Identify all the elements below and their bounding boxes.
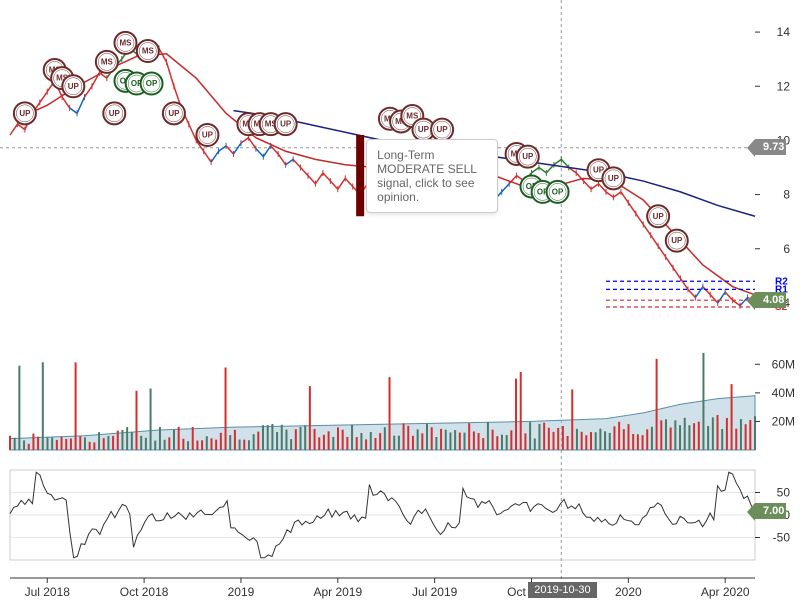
svg-text:Oct 2018: Oct 2018 xyxy=(120,585,169,599)
crosshair-date-badge: 2019-10-30 xyxy=(528,582,596,598)
svg-text:20M: 20M xyxy=(772,414,795,428)
svg-text:MS: MS xyxy=(101,57,114,66)
svg-text:60M: 60M xyxy=(772,357,795,371)
svg-text:6: 6 xyxy=(783,242,790,256)
svg-text:OP: OP xyxy=(552,187,564,196)
svg-text:UP: UP xyxy=(68,82,80,91)
svg-text:2019: 2019 xyxy=(228,585,255,599)
svg-text:8: 8 xyxy=(783,188,790,202)
svg-text:UP: UP xyxy=(653,212,665,221)
svg-text:UP: UP xyxy=(202,131,214,140)
svg-text:OP: OP xyxy=(146,79,158,88)
stock-chart[interactable]: 468101214R2R1S1S2UPMSMSUPMSUPMSOPOPOPMSU… xyxy=(0,0,800,600)
last-price-badge: 4.08 xyxy=(755,292,786,308)
crosshair-price-badge: 9.73 xyxy=(755,139,786,155)
svg-text:MS: MS xyxy=(119,38,132,47)
svg-text:UP: UP xyxy=(280,120,292,129)
svg-text:UP: UP xyxy=(671,236,683,245)
svg-text:Apr 2020: Apr 2020 xyxy=(701,585,750,599)
svg-text:Jul 2019: Jul 2019 xyxy=(412,585,458,599)
svg-text:50: 50 xyxy=(777,486,791,500)
svg-text:UP: UP xyxy=(109,109,121,118)
svg-text:MS: MS xyxy=(406,112,419,121)
svg-text:UP: UP xyxy=(19,109,31,118)
svg-text:2020: 2020 xyxy=(615,585,642,599)
svg-text:14: 14 xyxy=(777,25,791,39)
svg-text:UP: UP xyxy=(418,125,430,134)
svg-text:MS: MS xyxy=(142,47,155,56)
svg-text:UP: UP xyxy=(522,152,534,161)
signal-tooltip[interactable]: Long-Term MODERATE SELL signal, click to… xyxy=(366,139,498,213)
svg-text:UP: UP xyxy=(608,174,620,183)
svg-text:UP: UP xyxy=(168,109,180,118)
svg-text:40M: 40M xyxy=(772,386,795,400)
svg-text:12: 12 xyxy=(777,79,791,93)
svg-text:-50: -50 xyxy=(773,531,791,545)
svg-text:Jul 2018: Jul 2018 xyxy=(25,585,71,599)
svg-text:Apr 2019: Apr 2019 xyxy=(313,585,362,599)
svg-text:UP: UP xyxy=(437,125,449,134)
oscillator-value-badge: 7.00 xyxy=(755,503,786,519)
